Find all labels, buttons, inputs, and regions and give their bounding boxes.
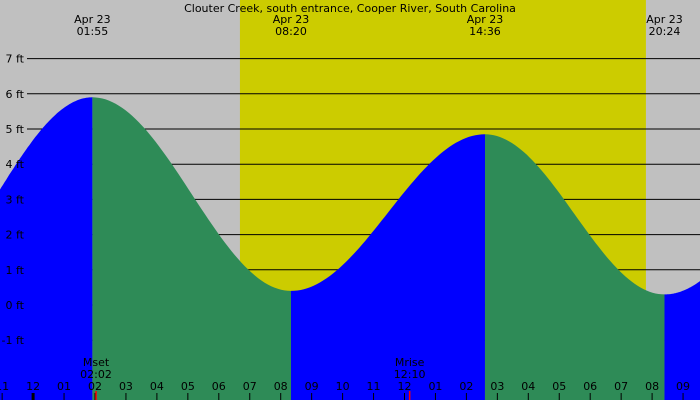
extreme-time-label: 08:20 bbox=[275, 25, 307, 38]
moon-event-time: 12:10 bbox=[394, 368, 426, 381]
hour-tick-label: 06 bbox=[583, 380, 597, 393]
extreme-time-label: 14:36 bbox=[469, 25, 501, 38]
rising-tide-area bbox=[0, 97, 93, 400]
y-tick-label: 4 ft bbox=[6, 158, 25, 171]
hour-tick-label: 04 bbox=[521, 380, 535, 393]
y-tick-label: 5 ft bbox=[6, 123, 25, 136]
hour-tick-label: 02 bbox=[88, 380, 102, 393]
hour-tick-label: 02 bbox=[459, 380, 473, 393]
y-tick-label: 2 ft bbox=[6, 229, 25, 242]
extreme-time-label: 20:24 bbox=[649, 25, 681, 38]
chart-title: Clouter Creek, south entrance, Cooper Ri… bbox=[184, 2, 516, 15]
y-tick-label: 6 ft bbox=[6, 88, 25, 101]
moon-event-time: 02:02 bbox=[80, 368, 112, 381]
hour-tick-label: 07 bbox=[614, 380, 628, 393]
y-tick-label: 7 ft bbox=[6, 53, 25, 66]
hour-tick-label: 10 bbox=[336, 380, 350, 393]
hour-tick-label: 08 bbox=[274, 380, 288, 393]
rising-tide-area bbox=[291, 134, 485, 400]
moon-event-label: Mrise bbox=[395, 356, 425, 369]
hour-tick-label: 09 bbox=[676, 380, 690, 393]
falling-tide-area bbox=[484, 134, 665, 400]
hour-tick-label: 05 bbox=[181, 380, 195, 393]
hour-tick-label: 03 bbox=[119, 380, 133, 393]
y-tick-label: 1 ft bbox=[6, 264, 25, 277]
hour-tick-label: 07 bbox=[243, 380, 257, 393]
hour-tick-label: 11 bbox=[367, 380, 381, 393]
hour-tick-label: 11 bbox=[0, 380, 9, 393]
y-tick-label: 0 ft bbox=[6, 299, 25, 312]
extreme-date-label: Apr 23 bbox=[467, 13, 504, 26]
hour-tick-label: 06 bbox=[212, 380, 226, 393]
extreme-time-label: 01:55 bbox=[77, 25, 109, 38]
extreme-date-label: Apr 23 bbox=[273, 13, 310, 26]
y-tick-label: -1 ft bbox=[2, 334, 25, 347]
hour-tick-label: 05 bbox=[552, 380, 566, 393]
hour-tick-label: 12 bbox=[26, 380, 40, 393]
hour-tick-label: 08 bbox=[645, 380, 659, 393]
hour-tick-label: 03 bbox=[490, 380, 504, 393]
extreme-date-label: Apr 23 bbox=[74, 13, 111, 26]
extreme-date-label: Apr 23 bbox=[646, 13, 683, 26]
moon-event-label: Mset bbox=[83, 356, 110, 369]
hour-tick-label: 01 bbox=[428, 380, 442, 393]
hour-tick-label: 01 bbox=[57, 380, 71, 393]
hour-tick-label: 12 bbox=[398, 380, 412, 393]
hour-tick-label: 04 bbox=[150, 380, 164, 393]
rising-tide-area bbox=[664, 281, 700, 400]
falling-tide-area bbox=[92, 97, 292, 400]
y-tick-label: 3 ft bbox=[6, 193, 25, 206]
hour-tick-label: 09 bbox=[305, 380, 319, 393]
